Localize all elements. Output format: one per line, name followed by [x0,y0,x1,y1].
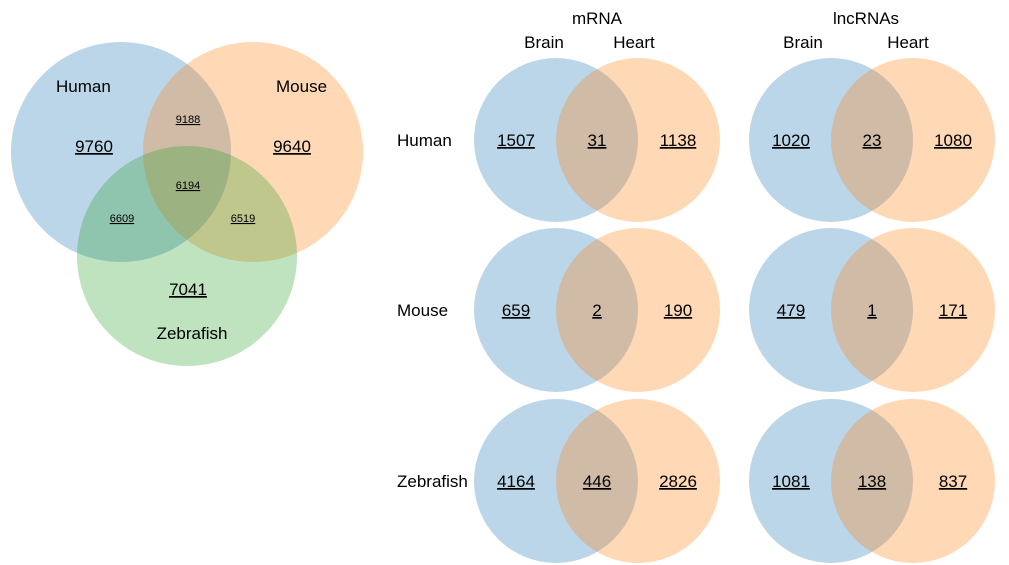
count-brain-only: 1081 [772,472,810,491]
heart-circle [556,58,720,222]
column-label-heart: Heart [887,33,929,52]
count-shared: 138 [858,472,886,491]
brain-circle [474,58,638,222]
row-label: Zebrafish [397,472,468,491]
venn-lnc-human: 1020 23 1080 [749,58,995,222]
count-heart-only: 1138 [660,131,697,150]
venn-mrna-mouse: 659 2 190 [474,228,720,392]
set-label-zebrafish: Zebrafish [157,324,228,343]
count-shared: 31 [588,131,607,150]
column-label-brain: Brain [524,33,564,52]
column-title-mrna: mRNA [572,9,623,28]
column-headers: mRNA Brain Heart lncRNAs Brain Heart [524,9,929,52]
venn-lnc-mouse: 479 1 171 [749,228,995,392]
count-human-zebrafish: 6609 [110,213,134,225]
count-heart-only: 2826 [659,472,697,491]
mouse-circle [143,42,363,262]
column-title-lncrnas: lncRNAs [833,9,899,28]
heart-circle [556,399,720,563]
zebrafish-circle [77,146,297,366]
count-human-mouse: 9188 [176,114,200,126]
count-all-three: 6194 [176,180,200,192]
count-human-only: 9760 [75,137,113,156]
count-shared: 23 [863,131,882,150]
brain-circle [749,58,913,222]
heart-circle [556,228,720,392]
count-zebrafish-only: 7041 [169,280,207,299]
brain-circle [749,228,913,392]
venn-mrna-zebrafish: 4164 446 2826 [474,399,720,563]
count-heart-only: 837 [939,472,967,491]
heart-circle [831,399,995,563]
count-shared: 1 [867,301,876,320]
heart-circle [831,228,995,392]
brain-circle [474,228,638,392]
heart-circle [831,58,995,222]
count-shared: 446 [583,472,611,491]
three-way-venn: Human Mouse Zebrafish 9760 9640 7041 918… [11,42,363,366]
count-shared: 2 [592,301,601,320]
venn-mrna-human: 1507 31 1138 [474,58,720,222]
column-label-brain: Brain [783,33,823,52]
count-heart-only: 171 [939,301,967,320]
count-mouse-only: 9640 [273,137,311,156]
row-label: Mouse [397,301,448,320]
brain-circle [474,399,638,563]
count-heart-only: 190 [664,301,692,320]
set-label-mouse: Mouse [276,77,327,96]
count-brain-only: 659 [502,301,530,320]
count-brain-only: 1020 [772,131,810,150]
count-mouse-zebrafish: 6519 [231,213,255,225]
count-brain-only: 1507 [497,131,535,150]
count-brain-only: 479 [777,301,805,320]
human-circle [11,42,231,262]
count-heart-only: 1080 [934,131,972,150]
row-label: Human [397,131,452,150]
brain-circle [749,399,913,563]
column-label-heart: Heart [613,33,655,52]
count-brain-only: 4164 [497,472,535,491]
set-label-human: Human [56,77,111,96]
venn-lnc-zebrafish: 1081 138 837 [749,399,995,563]
